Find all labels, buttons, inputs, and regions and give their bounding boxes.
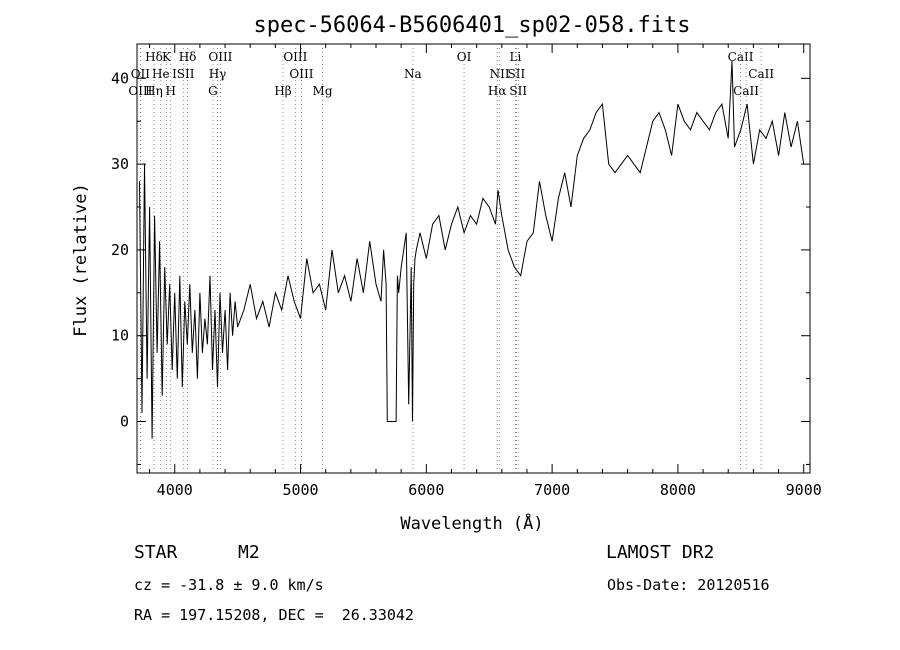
- line-marker-label: ISII: [172, 67, 195, 81]
- line-marker-label: H: [165, 84, 175, 98]
- redshift-text: cz = -31.8 ± 9.0 km/s: [134, 576, 324, 594]
- x-tick-label: 5000: [282, 481, 318, 499]
- x-axis-label: Wavelength (Å): [400, 512, 543, 534]
- x-tick-label: 6000: [408, 481, 444, 499]
- line-marker-label: OIII: [128, 84, 152, 98]
- y-axis-label: Flux (relative): [71, 183, 91, 337]
- line-marker-label: Mg: [313, 84, 333, 98]
- line-marker-label: G: [208, 84, 218, 98]
- line-marker-label: K: [162, 50, 172, 64]
- line-marker-label: CaII: [733, 84, 759, 98]
- x-tick-label: 8000: [660, 481, 696, 499]
- x-tick-label: 7000: [534, 481, 570, 499]
- y-tick-label: 40: [111, 69, 129, 87]
- object-class: STAR: [134, 542, 178, 563]
- line-marker-label: Hη: [145, 84, 163, 98]
- chart-title: spec-56064-B5606401_sp02-058.fits: [253, 13, 690, 38]
- line-marker-label: Hδ: [179, 50, 197, 64]
- line-marker-label: CaII: [748, 67, 774, 81]
- line-marker-label: OI: [457, 50, 472, 64]
- obs-date: Obs-Date: 20120516: [607, 576, 770, 594]
- line-marker-label: Hγ: [209, 67, 227, 81]
- line-marker-label: He: [152, 67, 170, 81]
- survey-name: LAMOST DR2: [606, 542, 715, 563]
- y-tick-label: 10: [111, 327, 129, 345]
- line-marker-label: CaII: [728, 50, 754, 64]
- y-tick-label: 0: [120, 413, 129, 431]
- line-marker-label: OIII: [289, 67, 313, 81]
- line-marker-label: Hβ: [274, 84, 291, 98]
- line-marker-label: NII: [490, 67, 510, 81]
- coordinates: RA = 197.15208, DEC = 26.33042: [134, 606, 414, 624]
- plot-frame: [136, 43, 811, 474]
- y-tick-label: 20: [111, 241, 129, 259]
- y-tick-label: 30: [111, 155, 129, 173]
- x-tick-label: 4000: [157, 481, 193, 499]
- line-marker-label: Hα: [488, 84, 507, 98]
- line-marker-label: SII: [508, 67, 526, 81]
- line-marker-label: OII: [131, 67, 151, 81]
- x-tick-label: 9000: [786, 481, 822, 499]
- line-marker-label: OIII: [283, 50, 307, 64]
- line-marker-label: OIII: [208, 50, 232, 64]
- object-subclass: M2: [238, 542, 260, 563]
- spectrum-line: [139, 61, 805, 439]
- line-marker-label: SII: [509, 84, 527, 98]
- line-marker-label: Li: [509, 50, 521, 64]
- line-marker-label: Na: [404, 67, 422, 81]
